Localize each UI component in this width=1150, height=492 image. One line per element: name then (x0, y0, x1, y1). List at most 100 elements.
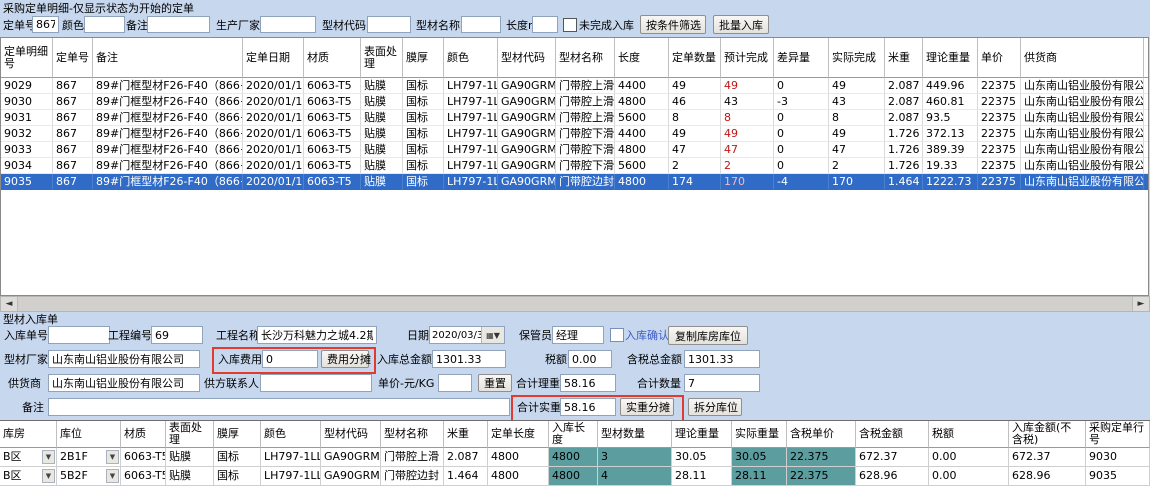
filter-by-condition-button[interactable]: 按条件筛选 (640, 15, 706, 34)
order-cell: 山东南山铝业股份有限公司 (1021, 142, 1144, 158)
main-column-header[interactable]: 型材名称 (556, 38, 615, 78)
combo-dropdown-icon[interactable]: ▼ (106, 469, 119, 483)
calendar-dropdown-icon[interactable]: ▦▼ (481, 327, 504, 343)
inbound-column-header[interactable]: 采购定单行号 (1086, 421, 1150, 448)
supplier-contact-input[interactable] (260, 374, 372, 392)
main-column-header[interactable]: 实际完成 (829, 38, 885, 78)
inbound-confirm-checkbox[interactable] (610, 328, 624, 342)
main-column-header[interactable]: 定单号 (53, 38, 93, 78)
main-column-header[interactable]: 备注 (93, 38, 243, 78)
filter-profile-name-input[interactable] (461, 16, 501, 33)
order-table-row[interactable]: 903286789#门框型材F26-F40（866+867）2020/01/13… (1, 126, 1148, 142)
order-cell: 49 (669, 126, 721, 142)
inbound-column-header[interactable]: 库位 (57, 421, 121, 448)
inbound-column-header[interactable]: 表面处理 (166, 421, 214, 448)
fee-share-button[interactable]: 费用分摊 (321, 350, 371, 368)
filter-manufacturer-input[interactable] (260, 16, 316, 33)
inbound-cell[interactable]: 5B2F ▼ (57, 467, 121, 486)
copy-location-button[interactable]: 复制库房库位 (668, 326, 748, 345)
filter-length-input[interactable] (532, 16, 558, 33)
scroll-left-icon[interactable]: ◄ (1, 297, 17, 311)
total-theory-weight-input[interactable] (560, 374, 616, 392)
order-cell: 47 (721, 142, 774, 158)
filter-note-input[interactable] (147, 16, 210, 33)
supplier-input[interactable] (48, 374, 200, 392)
inbound-column-header[interactable]: 含税单价 (787, 421, 856, 448)
inbound-column-header[interactable]: 税额 (929, 421, 1009, 448)
inbound-column-header[interactable]: 定单长度 (488, 421, 549, 448)
remark-input[interactable] (48, 398, 510, 416)
total-actual-weight-input[interactable] (560, 398, 616, 416)
inbound-column-header[interactable]: 型材代码 (321, 421, 381, 448)
main-column-header[interactable]: 长度 (615, 38, 669, 78)
batch-inbound-button[interactable]: 批量入库 (713, 15, 769, 34)
order-table-row[interactable]: 902986789#门框型材F26-F40（866+867）2020/01/13… (1, 78, 1148, 94)
inbound-cell[interactable]: 2B1F ▼ (57, 448, 121, 467)
date-picker[interactable]: 2020/03/31 ▦▼ (429, 326, 505, 344)
project-no-input[interactable] (151, 326, 203, 344)
main-column-header[interactable]: 膜厚 (403, 38, 444, 78)
scroll-right-icon[interactable]: ► (1133, 297, 1149, 311)
inbound-column-header[interactable]: 颜色 (261, 421, 321, 448)
total-with-tax-input[interactable] (684, 350, 760, 368)
inbound-column-header[interactable]: 含税金额 (856, 421, 929, 448)
inbound-no-input[interactable] (48, 326, 110, 344)
main-column-header[interactable]: 型材代码 (498, 38, 556, 78)
horizontal-scrollbar[interactable]: ◄ ► (0, 296, 1150, 312)
reset-button[interactable]: 重置 (478, 374, 512, 392)
actual-weight-share-button[interactable]: 实重分摊 (620, 398, 674, 416)
combo-dropdown-icon[interactable]: ▼ (42, 450, 55, 464)
scrollbar-thumb[interactable] (17, 297, 1133, 311)
tax-input[interactable] (568, 350, 612, 368)
total-qty-input[interactable] (684, 374, 760, 392)
main-column-header[interactable]: 表面处理 (361, 38, 403, 78)
inbound-column-header[interactable]: 膜厚 (214, 421, 261, 448)
inbound-column-header[interactable]: 实际重量 (732, 421, 787, 448)
main-column-header[interactable] (1144, 38, 1148, 78)
order-table-row[interactable]: 903486789#门框型材F26-F40（866+867）2020/01/13… (1, 158, 1148, 174)
project-name-input[interactable] (257, 326, 377, 344)
inbound-fee-input[interactable] (262, 350, 318, 368)
inbound-column-header[interactable]: 理论重量 (672, 421, 732, 448)
order-cell: 贴膜 (361, 110, 403, 126)
combo-dropdown-icon[interactable]: ▼ (42, 469, 55, 483)
inbound-column-header[interactable]: 型材名称 (381, 421, 444, 448)
main-column-header[interactable]: 预计完成 (721, 38, 774, 78)
total-amount-input[interactable] (432, 350, 506, 368)
split-location-button[interactable]: 拆分库位 (688, 398, 742, 416)
filter-color-input[interactable] (84, 16, 125, 33)
main-column-header[interactable]: 定单数量 (669, 38, 721, 78)
main-column-header[interactable]: 理论重量 (923, 38, 978, 78)
inbound-cell[interactable]: B区 ▼ (0, 467, 57, 486)
main-column-header[interactable]: 定单日期 (243, 38, 304, 78)
keeper-input[interactable] (552, 326, 604, 344)
inbound-table-row[interactable]: B区▼2B1F▼6063-T5贴膜国标LH797-1LL0GA90GRM03门带… (0, 448, 1150, 467)
order-cell: 1.726 (885, 158, 923, 174)
unfinished-inbound-checkbox[interactable] (563, 18, 577, 32)
main-column-header[interactable]: 定单明细号 (1, 38, 53, 78)
filter-profile-code-input[interactable] (367, 16, 411, 33)
factory-input[interactable] (48, 350, 200, 368)
inbound-column-header[interactable]: 库房 (0, 421, 57, 448)
inbound-table-row[interactable]: B区▼5B2F▼6063-T5贴膜国标LH797-1LL0GA90GRM05门带… (0, 467, 1150, 486)
order-table-row[interactable]: 903586789#门框型材F26-F40（866+867）2020/01/13… (1, 174, 1148, 190)
combo-dropdown-icon[interactable]: ▼ (106, 450, 119, 464)
inbound-column-header[interactable]: 型材数量 (598, 421, 672, 448)
order-table-row[interactable]: 903086789#门框型材F26-F40（866+867）2020/01/13… (1, 94, 1148, 110)
inbound-column-header[interactable]: 米重 (444, 421, 488, 448)
main-column-header[interactable]: 差异量 (774, 38, 829, 78)
main-column-header[interactable]: 单价 (978, 38, 1021, 78)
order-cell: 6063-T5 (304, 158, 361, 174)
main-column-header[interactable]: 颜色 (444, 38, 498, 78)
order-table-row[interactable]: 903186789#门框型材F26-F40（866+867）2020/01/13… (1, 110, 1148, 126)
main-column-header[interactable]: 供货商 (1021, 38, 1144, 78)
order-table-row[interactable]: 903386789#门框型材F26-F40（866+867）2020/01/13… (1, 142, 1148, 158)
main-column-header[interactable]: 材质 (304, 38, 361, 78)
inbound-cell[interactable]: B区 ▼ (0, 448, 57, 467)
inbound-column-header[interactable]: 材质 (121, 421, 166, 448)
inbound-column-header[interactable]: 入库长度 (549, 421, 598, 448)
filter-order-no-input[interactable] (32, 16, 59, 33)
inbound-column-header[interactable]: 入库金额(不含税) (1009, 421, 1086, 448)
main-column-header[interactable]: 米重 (885, 38, 923, 78)
unit-price-input[interactable] (438, 374, 472, 392)
